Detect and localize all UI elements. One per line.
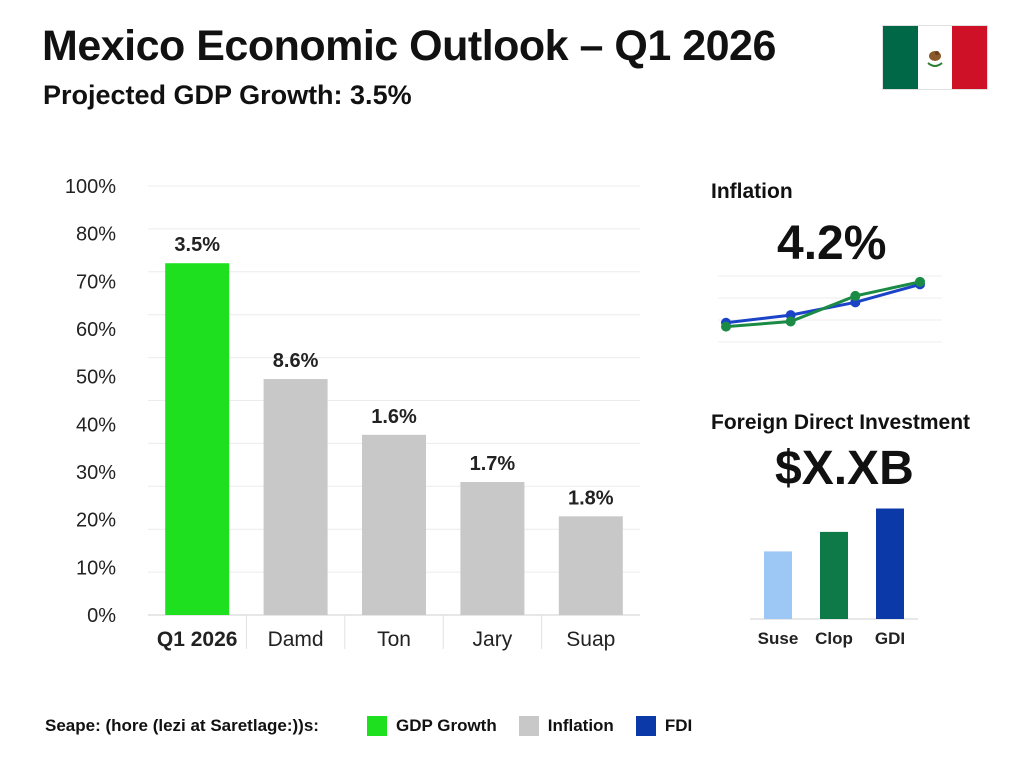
legend-label-fdi: FDI — [664, 716, 693, 735]
y-tick-label: 0% — [87, 605, 116, 627]
legend-item-gdp: GDP Growth — [366, 716, 497, 736]
bar — [263, 379, 328, 615]
category-label: Ton — [377, 628, 411, 651]
legend-swatch-inflation — [518, 716, 539, 736]
bar — [460, 482, 525, 615]
page-subtitle: Projected GDP Growth: 3.5% — [43, 80, 412, 110]
y-tick-label: 80% — [76, 224, 116, 246]
fdi-category-label: Clop — [815, 629, 853, 648]
y-tick-label: 50% — [76, 367, 116, 389]
legend-item-fdi: FDI — [635, 716, 693, 736]
legend-label-inflation: Inflation — [547, 716, 614, 735]
mexico-flag — [883, 26, 988, 89]
y-tick-label: 30% — [76, 462, 116, 484]
inflation-point — [915, 276, 925, 287]
bar — [558, 516, 623, 615]
y-tick-label: 60% — [76, 319, 116, 341]
inflation-point — [850, 290, 861, 301]
legend-label-gdp: GDP Growth — [395, 716, 497, 735]
y-tick-label: 100% — [65, 176, 116, 198]
fdi-panel-title: Foreign Direct Investment — [711, 411, 971, 434]
fdi-value: $X.XB — [775, 442, 914, 495]
fdi-bar — [764, 551, 792, 619]
source-note: Seape: (hore (lezi at Saretlage:))s: — [45, 716, 319, 735]
bar-value-label: 8.6% — [273, 350, 319, 372]
flag-stripe-red — [952, 26, 988, 89]
y-tick-label: 20% — [76, 510, 116, 532]
inflation-point — [785, 316, 796, 327]
bar-value-label: 1.7% — [470, 453, 516, 475]
y-tick-label: 10% — [76, 557, 116, 579]
page-title: Mexico Economic Outlook – Q1 2026 — [42, 22, 776, 70]
fdi-category-label: GDI — [875, 629, 905, 648]
category-label: Q1 2026 — [157, 628, 238, 651]
inflation-point — [721, 321, 731, 332]
legend: Seape: (hore (lezi at Saretlage:))s: GDP… — [45, 714, 714, 738]
inflation-series-line — [725, 280, 921, 329]
flag-stripe-white — [917, 26, 953, 89]
bar-value-label: 3.5% — [174, 234, 220, 256]
eagle-emblem-icon — [927, 50, 943, 67]
fdi-category-label: Suse — [758, 629, 799, 648]
fdi-bar — [820, 531, 848, 619]
category-label: Damd — [268, 628, 324, 651]
y-tick-label: 70% — [76, 271, 116, 293]
bar — [165, 263, 230, 615]
bar-value-label: 1.6% — [371, 406, 417, 428]
y-tick-label: 40% — [76, 414, 116, 436]
fdi-bar — [876, 508, 904, 619]
inflation-value: 4.2% — [777, 217, 887, 270]
category-label: Suap — [566, 628, 615, 651]
flag-stripe-green — [883, 26, 918, 89]
legend-swatch-gdp — [366, 716, 387, 736]
legend-item-inflation: Inflation — [518, 716, 614, 736]
bar-value-label: 1.8% — [568, 487, 614, 509]
gdp-bar-chart: 0% 10% 20% 30% 40% 50% 60% 70% 80% 100% 3.5% Q1 202… — [65, 176, 640, 651]
bar — [362, 434, 426, 615]
category-label: Jary — [473, 628, 513, 651]
inflation-panel-title: Inflation — [711, 180, 793, 203]
legend-swatch-fdi — [635, 716, 656, 736]
